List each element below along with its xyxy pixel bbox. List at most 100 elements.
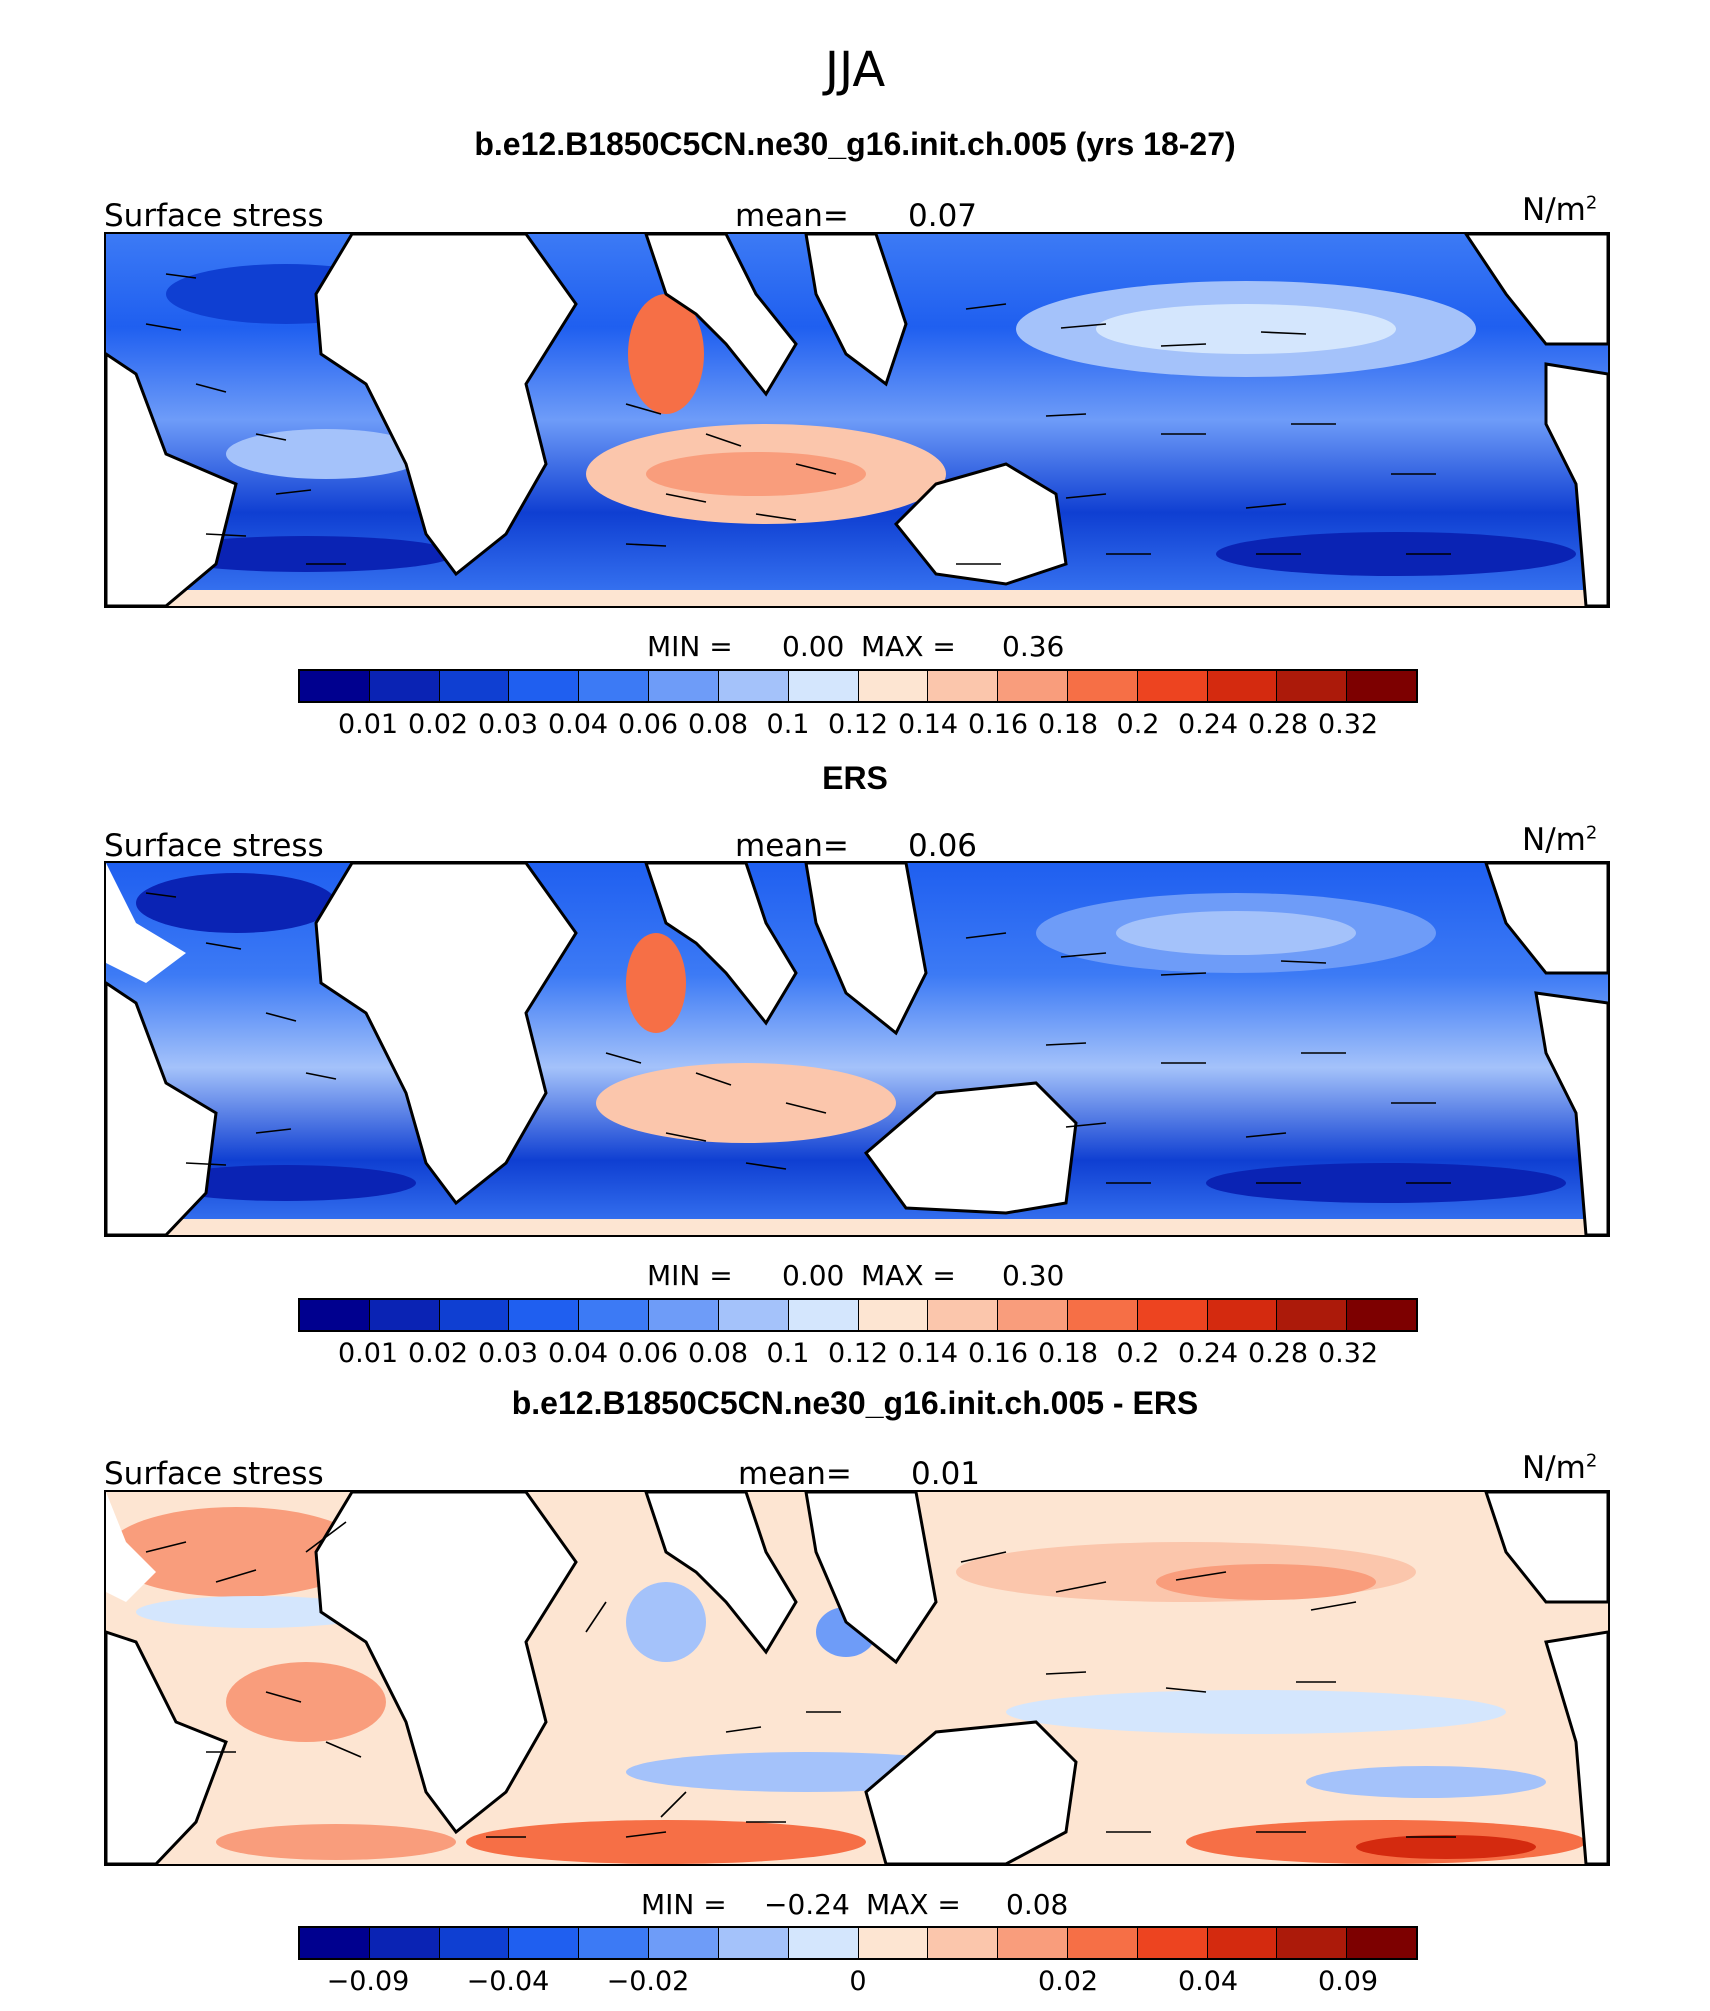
panel-2-min-label: MIN = [647, 1259, 733, 1292]
colorbar-tick-label: 0.04 [547, 1338, 609, 1369]
panel-2-min-value: 0.00 [782, 1259, 845, 1292]
colorbar-swatch [579, 671, 650, 701]
colorbar-swatch [1207, 1300, 1278, 1330]
colorbar-swatch [788, 1928, 859, 1958]
panel-3-tick-labels: −0.09 −0.04 −0.02 0 0.02 0.04 0.09 [0, 1966, 1710, 2000]
colorbar-tick-label: 0.14 [897, 709, 959, 740]
colorbar-tick-label: 0.06 [617, 1338, 679, 1369]
panel-3-min-label: MIN = [641, 1888, 727, 1921]
panel-3-map-graphic [106, 1492, 1608, 1864]
colorbar-tick-label: 0.1 [766, 1338, 810, 1369]
colorbar-swatch [1067, 671, 1138, 701]
colorbar-tick-label: 0.02 [407, 1338, 469, 1369]
colorbar-tick-label: 0.01 [337, 1338, 399, 1369]
colorbar-tick-label: 0.02 [407, 709, 469, 740]
panel-3-min-value: −0.24 [764, 1888, 850, 1921]
panel-1-map [104, 232, 1610, 608]
colorbar-swatch [649, 671, 719, 701]
panel-2-units: N/m2 [1522, 822, 1598, 858]
colorbar-tick-label: 0.32 [1317, 709, 1379, 740]
panel-2-colorbar [298, 1298, 1418, 1332]
colorbar-swatch [300, 1300, 370, 1330]
colorbar-tick-label: 0.12 [827, 709, 889, 740]
panel-2-map [104, 861, 1610, 1237]
colorbar-swatch [928, 1928, 999, 1958]
colorbar-swatch [369, 1928, 440, 1958]
colorbar-swatch [718, 1928, 789, 1958]
panel-2-variable-label: Surface stress [104, 828, 324, 864]
colorbar-swatch [998, 671, 1068, 701]
colorbar-swatch [509, 671, 580, 701]
colorbar-swatch [649, 1928, 719, 1958]
colorbar-swatch [858, 671, 929, 701]
colorbar-swatch [1067, 1928, 1138, 1958]
colorbar-tick-label: 0.04 [547, 709, 609, 740]
colorbar-tick-label: 0.28 [1247, 709, 1309, 740]
colorbar-tick-label: 0.16 [967, 1338, 1029, 1369]
panel-1-min-value: 0.00 [782, 630, 845, 663]
colorbar-swatch [579, 1300, 650, 1330]
colorbar-tick-label: −0.02 [606, 1966, 690, 1997]
colorbar-swatch [998, 1928, 1068, 1958]
panel-2-map-graphic [106, 863, 1608, 1235]
panel-2-mean-label: mean= [735, 828, 849, 864]
colorbar-tick-label: 0.06 [617, 709, 679, 740]
figure-title: JJA [824, 42, 886, 98]
colorbar-swatch [649, 1300, 719, 1330]
colorbar-swatch [300, 1928, 370, 1958]
colorbar-tick-label: 0.09 [1317, 1966, 1379, 1997]
panel-3-map [104, 1490, 1610, 1866]
panel-2-max-label: MAX = [861, 1259, 956, 1292]
colorbar-swatch [1347, 1928, 1416, 1958]
panel-2-max-value: 0.30 [1002, 1259, 1065, 1292]
panel-1-variable-label: Surface stress [104, 198, 324, 234]
colorbar-tick-label: 0.18 [1037, 709, 1099, 740]
panel-1-max-value: 0.36 [1002, 630, 1065, 663]
colorbar-swatch [788, 671, 859, 701]
panel-1-mean-value: 0.07 [908, 198, 978, 234]
panel-3-mean-value: 0.01 [911, 1456, 981, 1492]
panel-1-mean-label: mean= [735, 198, 849, 234]
colorbar-swatch [439, 1928, 510, 1958]
colorbar-swatch [718, 671, 789, 701]
panel-2-mean-value: 0.06 [908, 828, 978, 864]
colorbar-tick-label: 0 [849, 1966, 867, 1997]
colorbar-swatch [928, 1300, 999, 1330]
colorbar-tick-label: 0.14 [897, 1338, 959, 1369]
colorbar-swatch [1207, 1928, 1278, 1958]
colorbar-swatch [788, 1300, 859, 1330]
colorbar-swatch [858, 1300, 929, 1330]
colorbar-swatch [1137, 1300, 1208, 1330]
colorbar-tick-label: −0.04 [466, 1966, 550, 1997]
colorbar-tick-label: 0.03 [477, 1338, 539, 1369]
colorbar-swatch [369, 1300, 440, 1330]
colorbar-swatch [1277, 671, 1348, 701]
colorbar-swatch [369, 671, 440, 701]
panel-1-min-label: MIN = [647, 630, 733, 663]
colorbar-tick-label: 0.16 [967, 709, 1029, 740]
colorbar-swatch [1277, 1928, 1348, 1958]
colorbar-swatch [439, 1300, 510, 1330]
colorbar-tick-label: 0.08 [687, 1338, 749, 1369]
colorbar-tick-label: 0.32 [1317, 1338, 1379, 1369]
panel-3-units: N/m2 [1522, 1450, 1598, 1486]
colorbar-swatch [998, 1300, 1068, 1330]
panel-3-title: b.e12.B1850C5CN.ne30_g16.init.ch.005 - E… [511, 1385, 1199, 1421]
panel-1-max-label: MAX = [861, 630, 956, 663]
panel-3-max-value: 0.08 [1006, 1888, 1069, 1921]
panel-3-max-label: MAX = [866, 1888, 961, 1921]
panel-1-title: b.e12.B1850C5CN.ne30_g16.init.ch.005 (yr… [474, 126, 1236, 162]
colorbar-tick-label: 0.2 [1116, 709, 1160, 740]
colorbar-tick-label: 0.03 [477, 709, 539, 740]
colorbar-swatch [1137, 671, 1208, 701]
colorbar-swatch [1347, 1300, 1416, 1330]
colorbar-tick-label: 0.1 [766, 709, 810, 740]
colorbar-tick-label: 0.24 [1177, 709, 1239, 740]
colorbar-swatch [509, 1928, 580, 1958]
colorbar-tick-label: 0.12 [827, 1338, 889, 1369]
colorbar-swatch [579, 1928, 650, 1958]
colorbar-swatch [1137, 1928, 1208, 1958]
colorbar-swatch [509, 1300, 580, 1330]
colorbar-swatch [1067, 1300, 1138, 1330]
panel-1-map-graphic [106, 234, 1608, 606]
